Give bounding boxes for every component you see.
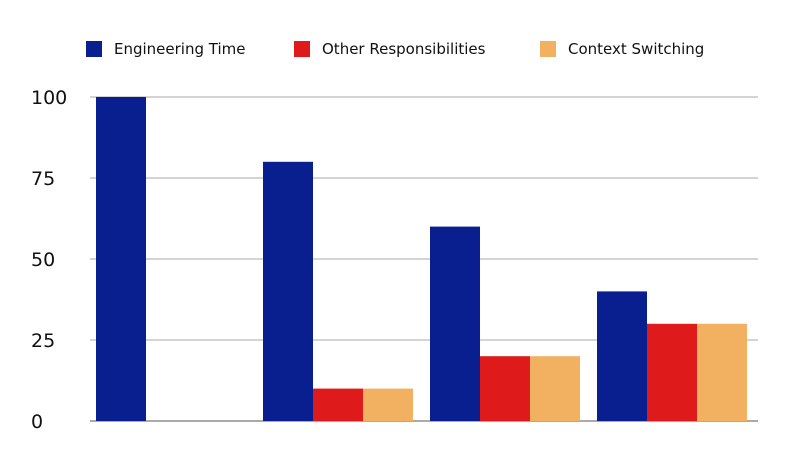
y-tick-label: 0 (31, 411, 43, 433)
legend-label-context-switching: Context Switching (568, 40, 705, 58)
bar-context-switching-3 (530, 356, 580, 421)
y-tick-label: 75 (31, 168, 55, 190)
bar-engineering-time-1 (96, 97, 146, 421)
legend-label-other-responsibilities: Other Responsibilities (322, 40, 486, 58)
bars (96, 97, 747, 422)
legend-label-engineering-time: Engineering Time (114, 40, 246, 58)
bar-engineering-time-3 (430, 226, 480, 421)
bar-other-responsibilities-4 (647, 323, 697, 421)
bar-context-switching-4 (697, 323, 747, 421)
bar-context-switching-2 (363, 388, 413, 421)
legend-swatch-context-switching (540, 41, 556, 57)
y-tick-label: 50 (31, 249, 55, 271)
bar-engineering-time-2 (263, 161, 313, 422)
legend-swatch-other-responsibilities (294, 41, 310, 57)
bar-engineering-time-4 (597, 291, 647, 421)
bar-other-responsibilities-2 (313, 388, 363, 421)
y-tick-label: 100 (31, 87, 67, 109)
bar-other-responsibilities-3 (480, 356, 530, 421)
y-tick-label: 25 (31, 330, 55, 352)
y-tick-labels: 0 25 50 75 100 (31, 87, 67, 433)
legend-swatch-engineering-time (86, 41, 102, 57)
